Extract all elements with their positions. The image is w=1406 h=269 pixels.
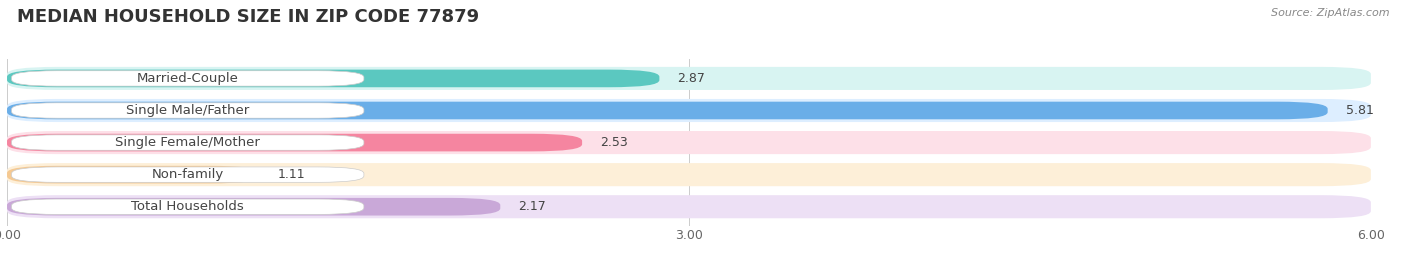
Text: Single Male/Father: Single Male/Father — [127, 104, 249, 117]
FancyBboxPatch shape — [7, 99, 1371, 122]
Text: 5.81: 5.81 — [1346, 104, 1374, 117]
FancyBboxPatch shape — [11, 103, 364, 118]
FancyBboxPatch shape — [11, 167, 364, 182]
FancyBboxPatch shape — [7, 166, 259, 183]
FancyBboxPatch shape — [7, 195, 1371, 218]
FancyBboxPatch shape — [7, 131, 1371, 154]
FancyBboxPatch shape — [7, 102, 1327, 119]
Text: Source: ZipAtlas.com: Source: ZipAtlas.com — [1271, 8, 1389, 18]
Text: Single Female/Mother: Single Female/Mother — [115, 136, 260, 149]
FancyBboxPatch shape — [7, 67, 1371, 90]
Text: 1.11: 1.11 — [277, 168, 305, 181]
Text: MEDIAN HOUSEHOLD SIZE IN ZIP CODE 77879: MEDIAN HOUSEHOLD SIZE IN ZIP CODE 77879 — [17, 8, 479, 26]
Text: Total Households: Total Households — [131, 200, 245, 213]
Text: Married-Couple: Married-Couple — [136, 72, 239, 85]
FancyBboxPatch shape — [11, 135, 364, 150]
FancyBboxPatch shape — [7, 198, 501, 215]
FancyBboxPatch shape — [7, 163, 1371, 186]
FancyBboxPatch shape — [7, 134, 582, 151]
Text: 2.53: 2.53 — [600, 136, 628, 149]
FancyBboxPatch shape — [11, 71, 364, 86]
Text: 2.17: 2.17 — [519, 200, 546, 213]
FancyBboxPatch shape — [7, 70, 659, 87]
Text: 2.87: 2.87 — [678, 72, 706, 85]
Text: Non-family: Non-family — [152, 168, 224, 181]
FancyBboxPatch shape — [11, 199, 364, 214]
